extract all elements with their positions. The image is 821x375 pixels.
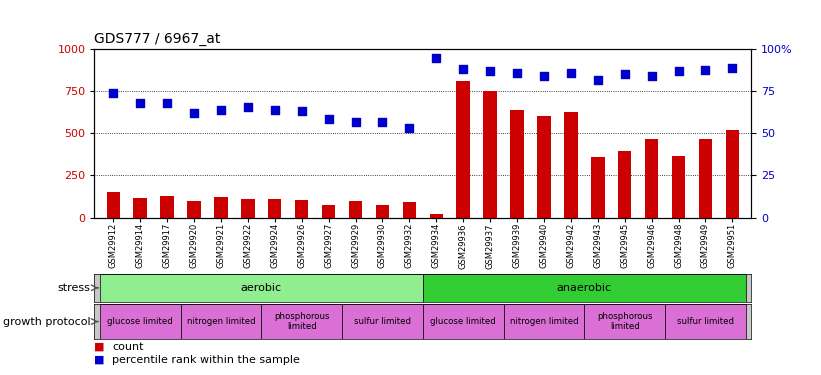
Bar: [585, 304, 665, 339]
Bar: [726, 130, 739, 218]
Bar: [537, 116, 551, 218]
Bar: [134, 198, 147, 217]
Text: nitrogen limited: nitrogen limited: [186, 317, 255, 326]
Bar: [423, 304, 503, 339]
Text: GDS777 / 6967_at: GDS777 / 6967_at: [94, 32, 221, 46]
Bar: [665, 304, 745, 339]
Bar: [342, 304, 423, 339]
Bar: [402, 202, 416, 217]
Bar: [456, 81, 470, 218]
Point: [161, 100, 174, 106]
Point: [187, 110, 200, 116]
Text: aerobic: aerobic: [241, 283, 282, 293]
Text: phosphorous
limited: phosphorous limited: [597, 312, 653, 331]
Bar: [295, 200, 309, 217]
Point: [107, 90, 120, 96]
Point: [538, 73, 551, 79]
Bar: [100, 274, 423, 302]
Point: [295, 108, 308, 114]
Bar: [241, 199, 255, 217]
Point: [322, 116, 335, 122]
Bar: [181, 304, 261, 339]
Bar: [107, 192, 120, 217]
Bar: [503, 304, 585, 339]
Bar: [484, 91, 497, 218]
Point: [511, 70, 524, 76]
Bar: [322, 205, 335, 218]
Text: percentile rank within the sample: percentile rank within the sample: [112, 355, 300, 365]
Point: [241, 104, 255, 110]
Point: [214, 107, 227, 113]
Bar: [511, 110, 524, 218]
Text: phosphorous
limited: phosphorous limited: [274, 312, 329, 331]
Point: [456, 66, 470, 72]
Point: [268, 106, 282, 112]
Point: [672, 68, 685, 74]
Bar: [376, 205, 389, 218]
Text: glucose limited: glucose limited: [108, 317, 173, 326]
Bar: [349, 201, 362, 217]
Text: anaerobic: anaerobic: [557, 283, 612, 293]
Bar: [564, 112, 578, 218]
Point: [564, 70, 577, 76]
Text: count: count: [112, 342, 144, 352]
Bar: [261, 304, 342, 339]
Bar: [672, 156, 686, 218]
Point: [349, 119, 362, 125]
Point: [591, 77, 604, 83]
Bar: [187, 201, 201, 217]
Bar: [423, 274, 745, 302]
Point: [618, 71, 631, 77]
Bar: [100, 304, 181, 339]
Text: growth protocol: growth protocol: [2, 316, 90, 327]
Point: [134, 100, 147, 106]
Text: ■: ■: [94, 342, 105, 352]
Text: ■: ■: [94, 355, 105, 365]
Point: [376, 119, 389, 125]
Text: sulfur limited: sulfur limited: [354, 317, 411, 326]
Bar: [618, 151, 631, 217]
Text: sulfur limited: sulfur limited: [677, 317, 734, 326]
Point: [726, 65, 739, 71]
Point: [699, 67, 712, 73]
Bar: [268, 199, 282, 217]
Point: [429, 55, 443, 61]
Bar: [591, 157, 604, 218]
Point: [484, 68, 497, 74]
Text: stress: stress: [57, 283, 90, 293]
Bar: [429, 214, 443, 217]
Bar: [160, 196, 174, 217]
Bar: [699, 139, 712, 218]
Text: glucose limited: glucose limited: [430, 317, 496, 326]
Bar: [644, 139, 658, 218]
Point: [645, 73, 658, 79]
Bar: [214, 197, 227, 217]
Text: nitrogen limited: nitrogen limited: [510, 317, 578, 326]
Point: [403, 125, 416, 131]
